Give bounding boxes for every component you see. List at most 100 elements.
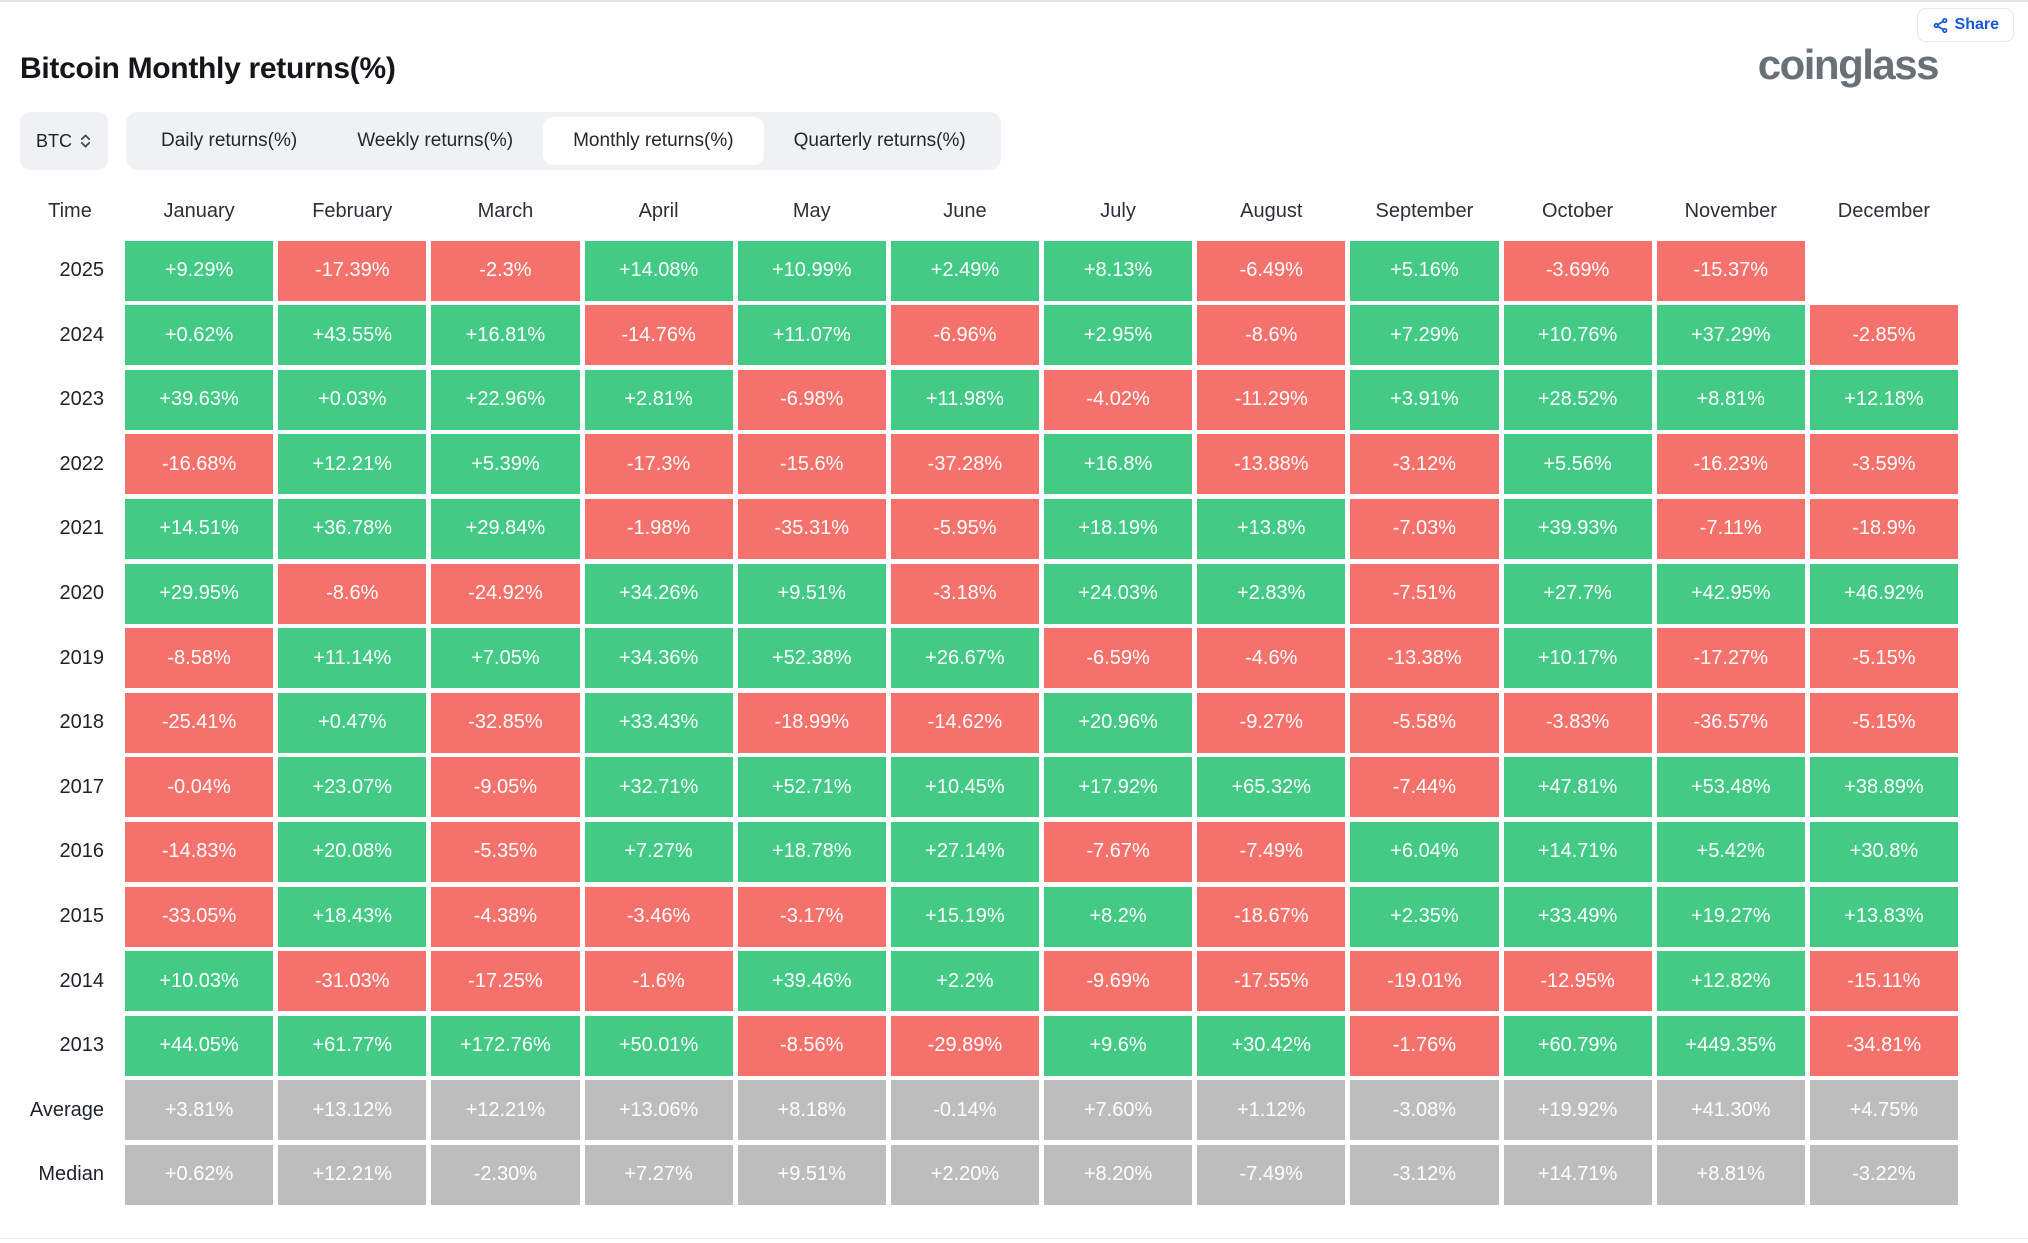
share-button-label: Share: [1954, 16, 1999, 33]
table-cell: +2.35%: [1350, 886, 1499, 947]
table-cell: +13.83%: [1809, 886, 1958, 947]
table-cell: +32.71%: [584, 757, 733, 818]
table-cell: +30.8%: [1809, 821, 1958, 882]
table-cell: -14.62%: [890, 692, 1039, 753]
tab-monthly-returns[interactable]: Monthly returns(%): [543, 117, 764, 165]
row-label: 2020: [59, 582, 105, 605]
table-cell: -0.14%: [890, 1080, 1039, 1141]
table-cell: -3.18%: [890, 563, 1039, 624]
table-cell: +34.26%: [584, 563, 733, 624]
table-cell: +0.03%: [278, 369, 427, 430]
table-cell: +33.49%: [1503, 886, 1652, 947]
tab-weekly-returns[interactable]: Weekly returns(%): [357, 130, 514, 151]
table-cell: -35.31%: [737, 498, 886, 559]
table-cell: -5.15%: [1809, 692, 1958, 753]
table-cell: -17.3%: [584, 434, 733, 495]
table-cell: +39.46%: [737, 951, 886, 1012]
table-cell: -8.6%: [278, 563, 427, 624]
table-cell: -5.58%: [1350, 692, 1499, 753]
table-cell: +18.43%: [278, 886, 427, 947]
row-label: 2023: [59, 388, 105, 411]
table-cell: -4.38%: [431, 886, 580, 947]
table-cell: -3.22%: [1809, 1144, 1958, 1205]
table-cell: +8.81%: [1656, 369, 1805, 430]
bottom-divider: [0, 1238, 2028, 1239]
table-cell: -16.23%: [1656, 434, 1805, 495]
table-cell: +2.95%: [1044, 305, 1193, 366]
tab-daily-returns[interactable]: Daily returns(%): [161, 130, 298, 151]
column-header-may: May: [792, 199, 831, 222]
table-cell: +23.07%: [278, 757, 427, 818]
table-cell: +10.76%: [1503, 305, 1652, 366]
row-label: 2016: [59, 840, 105, 863]
column-header-july: July: [1100, 199, 1136, 222]
table-cell: +5.16%: [1350, 240, 1499, 301]
table-cell: +29.95%: [125, 563, 274, 624]
table-cell: -6.98%: [737, 369, 886, 430]
table-cell: +7.27%: [584, 821, 733, 882]
table-cell: +27.14%: [890, 821, 1039, 882]
controls-bar: BTC Daily returns(%) Weekly returns(%) M…: [20, 112, 2008, 170]
symbol-select[interactable]: BTC: [20, 112, 108, 170]
table-cell: -32.85%: [431, 692, 580, 753]
table-cell: +53.48%: [1656, 757, 1805, 818]
table-cell: +2.81%: [584, 369, 733, 430]
table-cell: -3.83%: [1503, 692, 1652, 753]
table-cell: +3.81%: [125, 1080, 274, 1141]
table-cell: +5.39%: [431, 434, 580, 495]
table-cell: +24.03%: [1044, 563, 1193, 624]
row-label: 2013: [59, 1034, 105, 1057]
column-header-august: August: [1240, 199, 1303, 222]
chevron-updown-icon: [79, 132, 92, 150]
table-cell: -37.28%: [890, 434, 1039, 495]
table-cell: -8.58%: [125, 628, 274, 689]
tab-quarterly-returns[interactable]: Quarterly returns(%): [793, 130, 966, 151]
table-cell: -1.76%: [1350, 1015, 1499, 1076]
table-cell: +12.21%: [278, 1144, 427, 1205]
table-cell: -8.56%: [737, 1015, 886, 1076]
table-cell: -5.35%: [431, 821, 580, 882]
table-cell: +34.36%: [584, 628, 733, 689]
table-cell: +42.95%: [1656, 563, 1805, 624]
table-cell: -9.69%: [1044, 951, 1193, 1012]
share-button[interactable]: Share: [1916, 8, 2014, 42]
table-cell: -1.98%: [584, 498, 733, 559]
table-cell: -2.85%: [1809, 305, 1958, 366]
table-cell: -3.59%: [1809, 434, 1958, 495]
table-cell: -7.11%: [1656, 498, 1805, 559]
table-cell: +5.56%: [1503, 434, 1652, 495]
row-label: 2024: [59, 323, 105, 346]
table-cell: +0.62%: [125, 1144, 274, 1205]
table-cell: +37.29%: [1656, 305, 1805, 366]
table-cell: -6.59%: [1044, 628, 1193, 689]
table-cell: +11.98%: [890, 369, 1039, 430]
table-cell: +18.78%: [737, 821, 886, 882]
page-header: Bitcoin Monthly returns(%) coinglass: [0, 2, 2028, 86]
table-cell: +13.06%: [584, 1080, 733, 1141]
table-cell: +9.51%: [737, 1144, 886, 1205]
column-header-january: January: [163, 199, 235, 222]
table-cell: +6.04%: [1350, 821, 1499, 882]
top-border: [0, 0, 2028, 2]
table-cell: +22.96%: [431, 369, 580, 430]
table-cell: -15.37%: [1656, 240, 1805, 301]
table-cell: -25.41%: [125, 692, 274, 753]
table-cell: -18.9%: [1809, 498, 1958, 559]
share-icon: [1932, 17, 1949, 34]
table-cell: +9.51%: [737, 563, 886, 624]
table-cell: +50.01%: [584, 1015, 733, 1076]
table-cell: +52.38%: [737, 628, 886, 689]
table-cell: -3.69%: [1503, 240, 1652, 301]
table-cell: -7.03%: [1350, 498, 1499, 559]
table-cell: -3.12%: [1350, 434, 1499, 495]
page-title: Bitcoin Monthly returns(%): [20, 52, 396, 85]
table-cell: -13.88%: [1197, 434, 1346, 495]
table-cell: -0.04%: [125, 757, 274, 818]
table-cell: -34.81%: [1809, 1015, 1958, 1076]
table-cell: +27.7%: [1503, 563, 1652, 624]
table-cell: +449.35%: [1656, 1015, 1805, 1076]
table-cell: -1.6%: [584, 951, 733, 1012]
table-cell: +15.19%: [890, 886, 1039, 947]
row-label: 2017: [59, 775, 105, 798]
table-cell: -36.57%: [1656, 692, 1805, 753]
